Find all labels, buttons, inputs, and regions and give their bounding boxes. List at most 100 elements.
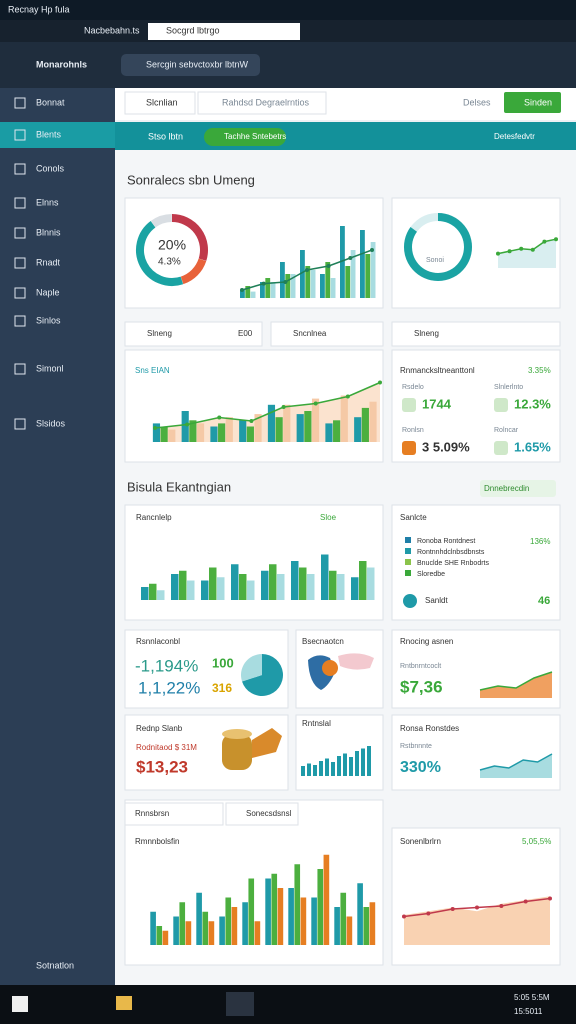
bar [355,751,359,776]
sidebar-icon [14,129,26,141]
sidebar-item[interactable]: Blents [36,129,62,139]
card-title: Rnmancksltneanttonl [400,366,475,375]
ring [404,213,472,281]
sidebar-item[interactable]: Sinlos [36,315,61,325]
sidebar-item[interactable]: Elnns [36,197,59,207]
point [402,914,406,919]
bar [179,902,186,945]
taskbar-app[interactable] [226,992,254,1016]
bar [209,567,217,600]
bar [271,873,278,945]
bar [325,423,333,442]
sidebar-item[interactable]: Blnnis [36,227,61,237]
sidebar-item[interactable]: Slsidos [36,418,66,428]
sidebar-item[interactable]: Bonnat [36,97,65,107]
card-tab-text[interactable]: Sonecsdsnsl [246,809,292,818]
toolbar-filter[interactable]: Delses [463,97,491,107]
bar [357,883,363,945]
pill[interactable] [124,321,263,347]
donut-label: 20% [158,237,186,253]
toolbar-tab[interactable] [124,91,196,115]
bar [152,423,161,442]
bar [231,564,239,600]
legend-swatch [405,548,411,554]
card [124,504,384,621]
bar [254,414,262,442]
tab-pill[interactable] [204,128,286,146]
card-tab-text[interactable]: Rnnsbrsn [135,809,169,818]
bar [337,756,341,776]
bar [189,420,197,442]
legend-label: Sloredbe [417,571,445,578]
tab-title[interactable]: Socgrd lbtrgo [166,25,220,35]
start-button[interactable] [12,996,28,1012]
bar [277,888,284,945]
toolbar-search-text[interactable]: Rahdsd Degraelrntios [222,97,310,107]
donut-segment [180,258,207,285]
line [479,671,553,691]
bar [340,892,347,945]
bar [321,554,329,600]
stat-icon [402,441,416,455]
toolbar-tab-text[interactable]: Slcnlian [146,97,178,107]
value: -1,194% [135,656,198,675]
sidebar-item[interactable]: Naple [36,287,60,297]
bar [150,911,156,945]
pill[interactable] [391,321,561,347]
sidebar-item[interactable]: Rnadt [36,257,61,267]
section-button-text[interactable]: Dnnebrecdin [484,484,529,493]
search-text[interactable]: Sercgin sebvctoxbr lbtnW [146,59,249,69]
window-title: Recnay Hp fula [8,4,70,14]
search[interactable] [121,54,260,76]
taskbar-app[interactable] [116,996,132,1010]
card-tab[interactable] [124,802,224,826]
pill[interactable] [270,321,384,347]
card-tab[interactable] [225,802,299,826]
stat-label: Rsdelo [402,384,424,391]
section-button[interactable] [480,480,556,497]
bar [369,401,377,442]
sidebar-icon [14,418,26,430]
pill-text[interactable]: E00 [238,329,253,338]
bar [187,580,195,600]
tab[interactable] [148,23,300,40]
sidebar-footer[interactable]: Sotnatlon [36,960,74,970]
bar [301,766,305,776]
tabs-right[interactable]: Detesfedvtr [494,132,535,141]
card [391,504,561,621]
bar [231,907,238,945]
sidebar-item[interactable]: Simonl [36,363,64,373]
bar [160,426,168,442]
bar [202,911,209,945]
pill-text[interactable]: Slneng [414,329,439,338]
bar [141,587,149,600]
bar [310,270,316,298]
sidebar-item[interactable]: Conols [36,163,65,173]
pill-text[interactable]: Slneng [147,329,172,338]
card-title: Sns EIAN [135,366,170,375]
point [530,247,535,252]
tab-item[interactable]: Tachhe Sntebetrs [224,132,286,141]
bar [330,278,336,298]
bar [239,574,247,600]
bar [320,274,325,298]
address[interactable]: Nacbebahn.ts [84,25,140,35]
sidebar-icon [14,163,26,175]
card-title: Rnocing asnen [400,637,453,646]
bar [360,230,365,298]
donut-segment [136,221,184,286]
toolbar-button-text[interactable]: Sinden [524,97,552,107]
tab-item[interactable]: Stso lbtn [148,131,183,141]
bar [196,423,205,442]
small-value: 100 [212,655,234,670]
bar [219,916,225,945]
section-title: Sonralecs sbn Umeng [127,172,255,187]
sidebar-icon [14,197,26,209]
card-title: Bsecnaotcn [302,637,344,646]
toolbar-button[interactable] [504,92,561,113]
pill-text[interactable]: Sncnlnea [293,329,327,338]
taskbar [0,985,576,1024]
bar [246,426,254,442]
value: $13,23 [136,757,188,776]
toolbar-search[interactable] [197,91,327,115]
